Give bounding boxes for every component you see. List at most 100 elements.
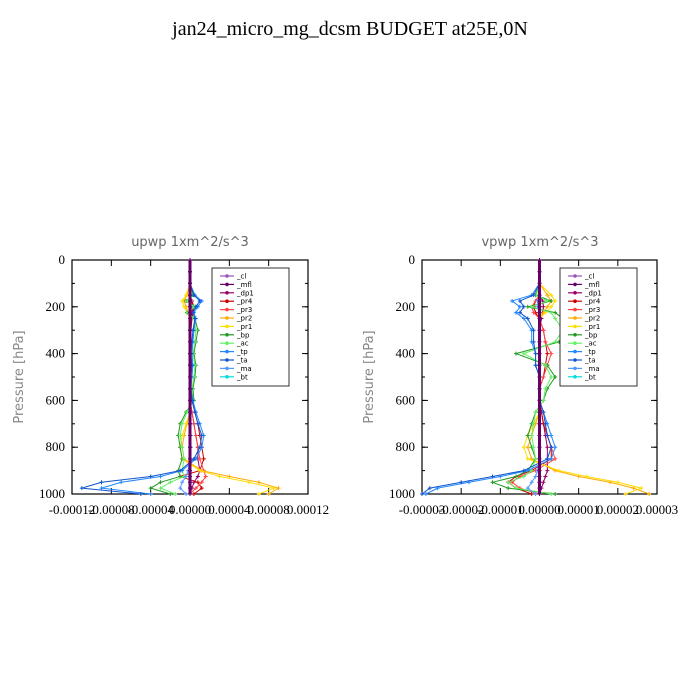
series-point <box>537 298 542 303</box>
x-tick-label: 0.00002 <box>597 502 639 517</box>
series-point <box>529 468 534 473</box>
legend-label: _pr1 <box>236 323 252 331</box>
series-point <box>521 304 526 309</box>
legend-label: _bp <box>236 331 250 339</box>
legend: _cl_mfl_dp1_pr4_pr3_pr2_pr1_bp_ac_tp_ta_… <box>211 267 290 387</box>
series-point <box>553 445 558 450</box>
legend-marker <box>225 349 229 354</box>
x-tick-label: -0.00001 <box>477 502 524 517</box>
legend-label: _bt <box>236 373 248 381</box>
series-point <box>193 433 198 438</box>
series-point <box>525 433 530 438</box>
series-point <box>541 375 546 379</box>
series-point <box>203 474 208 479</box>
series-point <box>525 486 530 491</box>
legend-marker <box>573 341 577 346</box>
legend-label: _ta <box>584 357 596 365</box>
y-tick-label: 400 <box>46 346 66 361</box>
series-point <box>537 421 542 426</box>
series-point <box>188 433 192 438</box>
series-point <box>553 316 558 321</box>
series-point <box>553 298 558 303</box>
series-point <box>557 468 562 473</box>
series-point <box>188 269 192 274</box>
legend-label: _tp <box>236 348 248 356</box>
x-tick-label: -0.00004 <box>127 502 174 517</box>
legend-marker <box>573 349 577 354</box>
x-tick-label: -0.00003 <box>399 502 446 517</box>
series-point <box>506 486 511 491</box>
series-point <box>537 486 542 491</box>
series-point <box>537 363 542 368</box>
series-point <box>217 474 222 479</box>
series-point <box>506 480 511 485</box>
series-point <box>490 474 495 479</box>
series-point <box>191 456 196 461</box>
legend-marker <box>225 316 229 320</box>
series-point <box>148 486 153 491</box>
series-point <box>531 328 536 333</box>
legend-label: _pr4 <box>236 298 253 306</box>
series-point <box>168 492 173 496</box>
series-point <box>423 492 428 496</box>
figure-title: jan24_micro_mg_dcsm BUDGET at25E,0N <box>172 18 528 40</box>
series-point <box>521 351 526 356</box>
legend-marker <box>573 274 577 278</box>
series-point <box>529 480 534 485</box>
series-point <box>173 492 178 496</box>
series-point <box>631 486 636 491</box>
legend-marker <box>225 291 229 295</box>
series-point <box>199 486 204 491</box>
series-point <box>158 486 163 491</box>
series-point <box>521 316 526 321</box>
legend-label: _cl <box>236 273 246 281</box>
series-point <box>531 445 536 450</box>
series-point <box>533 474 538 479</box>
series-point <box>529 304 534 309</box>
x-tick-label: 0.00000 <box>518 502 560 517</box>
series-point <box>525 468 530 473</box>
legend-marker <box>573 316 577 320</box>
series-point <box>188 304 192 309</box>
series-point <box>549 433 554 438</box>
series-point <box>541 398 546 403</box>
legend-marker <box>573 299 577 304</box>
series-point <box>545 445 550 450</box>
series-point <box>188 298 192 303</box>
series-point <box>193 304 198 309</box>
series-point <box>537 351 542 356</box>
series-point <box>188 410 192 415</box>
chart-panel-1: upwp 1xm^2/s^3 Pressure [hPa] 0 200 400 600 80… <box>12 235 329 517</box>
series-point <box>510 298 515 303</box>
series-point <box>517 310 522 315</box>
y-tick-label: 0 <box>409 252 416 267</box>
series-point <box>188 281 192 286</box>
series-point <box>537 410 542 415</box>
series-point <box>533 363 538 368</box>
series-point <box>529 492 534 496</box>
series-point <box>553 375 558 379</box>
series-point <box>271 486 276 491</box>
series-point <box>197 445 202 450</box>
series-point <box>537 445 542 450</box>
series-point <box>247 480 251 485</box>
series-point <box>188 363 192 368</box>
series-point <box>541 328 546 333</box>
series-point <box>184 474 189 479</box>
series-point <box>188 375 192 379</box>
series-point <box>168 480 173 485</box>
y-tick-label: 200 <box>396 299 416 314</box>
legend-label: _mfl <box>236 281 252 289</box>
series-point <box>521 468 526 473</box>
legend-marker <box>225 307 229 312</box>
legend-label: _pr3 <box>584 306 600 314</box>
series-point <box>549 445 554 450</box>
series-point <box>549 310 554 315</box>
series-point <box>79 486 84 491</box>
legend-label: _dp1 <box>584 289 602 297</box>
series-point <box>533 456 538 461</box>
series-point <box>615 480 620 485</box>
series-point <box>537 269 542 274</box>
series-point <box>537 375 542 379</box>
series-point <box>525 445 530 450</box>
